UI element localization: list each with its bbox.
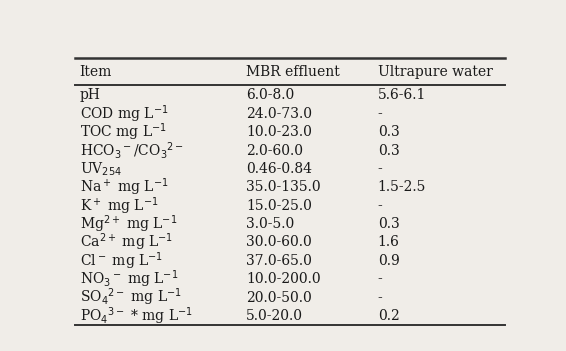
Text: 37.0-65.0: 37.0-65.0 — [246, 254, 312, 268]
Text: Na$^+$ mg L$^{-1}$: Na$^+$ mg L$^{-1}$ — [79, 177, 168, 198]
Text: 24.0-73.0: 24.0-73.0 — [246, 107, 312, 121]
Text: 15.0-25.0: 15.0-25.0 — [246, 199, 312, 213]
Text: -: - — [378, 107, 383, 121]
Text: 2.0-60.0: 2.0-60.0 — [246, 144, 303, 158]
Text: 30.0-60.0: 30.0-60.0 — [246, 236, 312, 250]
Text: 6.0-8.0: 6.0-8.0 — [246, 88, 294, 102]
Text: Ultrapure water: Ultrapure water — [378, 65, 492, 79]
Text: -: - — [378, 199, 383, 213]
Text: 10.0-23.0: 10.0-23.0 — [246, 125, 312, 139]
Text: Cl$^-$ mg L$^{-1}$: Cl$^-$ mg L$^{-1}$ — [79, 250, 162, 272]
Text: Mg$^{2+}$ mg L$^{-1}$: Mg$^{2+}$ mg L$^{-1}$ — [79, 213, 177, 235]
Text: -: - — [378, 162, 383, 176]
Text: 35.0-135.0: 35.0-135.0 — [246, 180, 321, 194]
Text: UV$_{254}$: UV$_{254}$ — [79, 160, 121, 178]
Text: 20.0-50.0: 20.0-50.0 — [246, 291, 312, 305]
Text: SO$_4$$^{2-}$ mg L$^{-1}$: SO$_4$$^{2-}$ mg L$^{-1}$ — [79, 287, 181, 309]
Text: -: - — [378, 272, 383, 286]
Text: 1.5-2.5: 1.5-2.5 — [378, 180, 426, 194]
Text: Item: Item — [79, 65, 112, 79]
Text: 0.46-0.84: 0.46-0.84 — [246, 162, 312, 176]
Text: 5.6-6.1: 5.6-6.1 — [378, 88, 426, 102]
Text: NO$_3$$^-$ mg L$^{-1}$: NO$_3$$^-$ mg L$^{-1}$ — [79, 269, 178, 290]
Text: 3.0-5.0: 3.0-5.0 — [246, 217, 294, 231]
Text: 0.3: 0.3 — [378, 217, 400, 231]
Text: TOC mg L$^{-1}$: TOC mg L$^{-1}$ — [79, 121, 166, 143]
Text: MBR effluent: MBR effluent — [246, 65, 340, 79]
Text: 5.0-20.0: 5.0-20.0 — [246, 309, 303, 323]
Text: 0.3: 0.3 — [378, 144, 400, 158]
Text: 1.6: 1.6 — [378, 236, 400, 250]
Text: K$^+$ mg L$^{-1}$: K$^+$ mg L$^{-1}$ — [79, 195, 158, 217]
Text: -: - — [378, 291, 383, 305]
Text: COD mg L$^{-1}$: COD mg L$^{-1}$ — [79, 103, 168, 125]
Text: Ca$^{2+}$ mg L$^{-1}$: Ca$^{2+}$ mg L$^{-1}$ — [79, 232, 173, 253]
Text: PO$_4$$^{3-}$ * mg L$^{-1}$: PO$_4$$^{3-}$ * mg L$^{-1}$ — [79, 305, 192, 327]
Text: 10.0-200.0: 10.0-200.0 — [246, 272, 321, 286]
Text: 0.2: 0.2 — [378, 309, 400, 323]
Text: pH: pH — [79, 88, 100, 102]
Text: 0.9: 0.9 — [378, 254, 400, 268]
Text: HCO$_3$$^-$/CO$_3$$^{2-}$: HCO$_3$$^-$/CO$_3$$^{2-}$ — [79, 140, 183, 161]
Text: 0.3: 0.3 — [378, 125, 400, 139]
